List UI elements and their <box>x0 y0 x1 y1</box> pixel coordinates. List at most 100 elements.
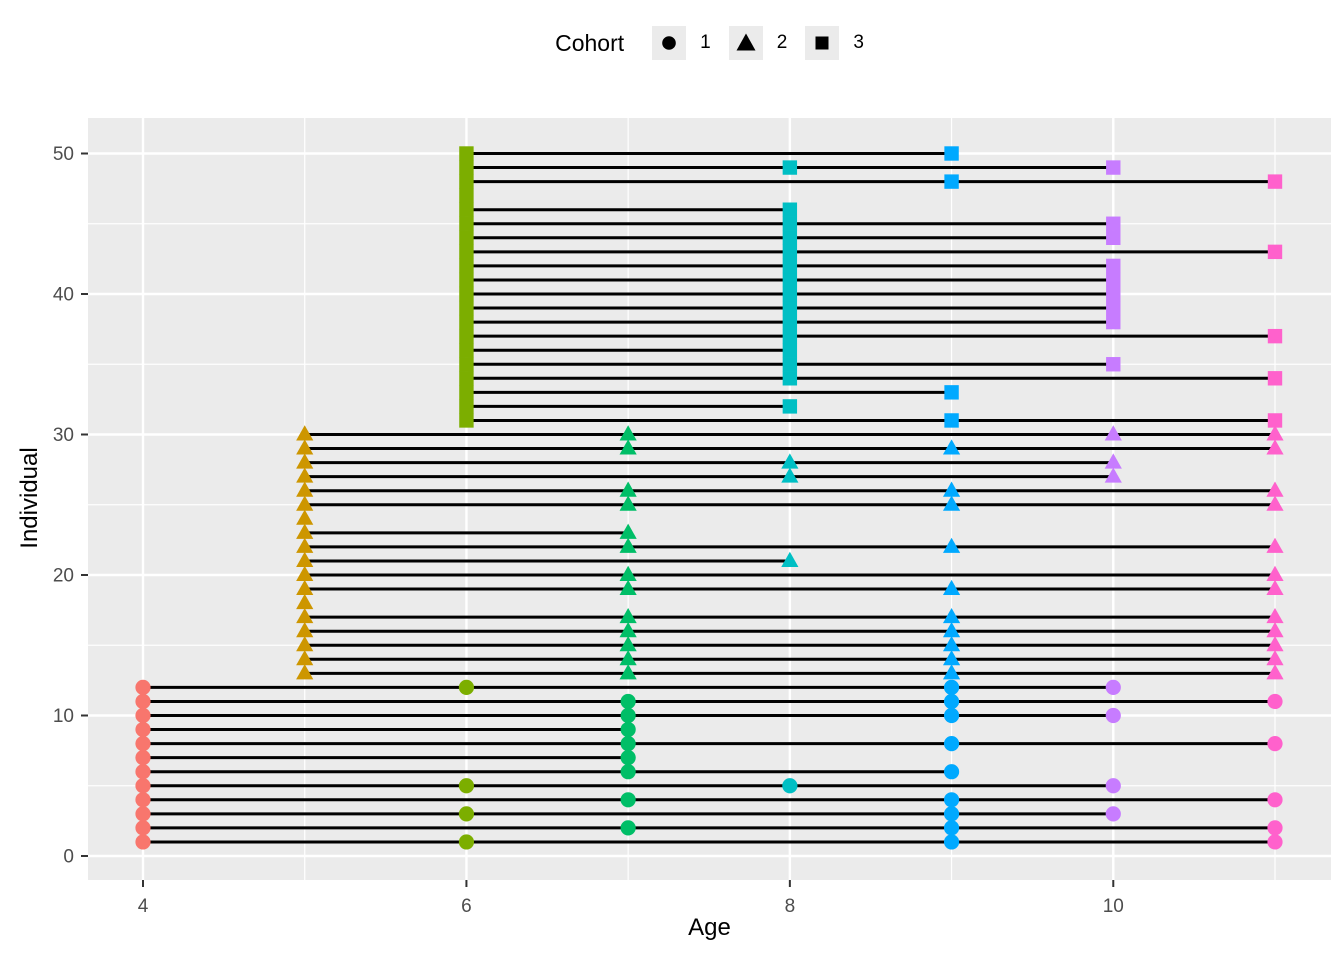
marker-circle-ind7-age7 <box>620 750 636 766</box>
marker-triangle-ind19-age11 <box>1266 579 1284 596</box>
marker-triangle-ind18-age5 <box>296 593 314 610</box>
panel-background <box>88 118 1331 880</box>
marker-square-ind43-age8 <box>782 244 798 260</box>
marker-square-ind42-age8 <box>782 258 798 274</box>
marker-circle-ind3-age6 <box>458 806 475 822</box>
marker-square-ind41-age6 <box>459 272 474 288</box>
marker-circle-ind11-age11 <box>1267 693 1283 710</box>
marker-circle-ind6-age7 <box>620 764 636 780</box>
legend-title: Cohort <box>555 29 625 56</box>
marker-square-ind43-age6 <box>459 244 474 260</box>
marker-circle-ind2-age9 <box>943 820 960 836</box>
marker-triangle-ind13-age7 <box>619 664 637 680</box>
marker-triangle-ind28-age8 <box>781 453 799 469</box>
x-axis-title: Age <box>688 914 731 941</box>
marker-circle-ind3-age9 <box>943 806 960 822</box>
marker-square-ind44-age6 <box>459 230 474 245</box>
marker-triangle-ind24-age5 <box>296 509 314 525</box>
marker-square-ind37-age6 <box>459 328 474 344</box>
marker-square-ind47-age6 <box>459 188 474 203</box>
marker-triangle-ind16-age9 <box>942 622 961 638</box>
marker-square-ind35-age10 <box>1106 357 1121 372</box>
marker-square-ind46-age8 <box>782 202 798 217</box>
marker-circle-ind5-age6 <box>458 778 475 794</box>
square-icon <box>815 36 829 50</box>
marker-triangle-ind25-age11 <box>1266 495 1284 511</box>
marker-square-ind50-age6 <box>459 146 474 161</box>
marker-triangle-ind22-age5 <box>296 537 314 553</box>
marker-square-ind48-age6 <box>459 174 474 189</box>
y-axis-title: Individual <box>16 447 43 549</box>
marker-square-ind49-age8 <box>782 160 798 175</box>
marker-square-ind44-age8 <box>782 230 798 245</box>
marker-square-ind41-age10 <box>1106 272 1121 288</box>
legend-marker-triangle <box>736 33 756 51</box>
marker-triangle-ind23-age5 <box>296 523 314 539</box>
marker-square-ind31-age9 <box>944 413 959 428</box>
marker-square-ind44-age10 <box>1106 230 1121 245</box>
marker-circle-ind9-age4 <box>135 721 151 738</box>
marker-square-ind45-age6 <box>459 216 474 231</box>
x-tick-label-4: 4 <box>138 896 149 917</box>
marker-circle-ind8-age7 <box>620 736 636 752</box>
marker-triangle-ind17-age9 <box>942 607 961 624</box>
marker-square-ind35-age6 <box>459 357 474 372</box>
marker-square-ind38-age8 <box>782 314 798 330</box>
marker-triangle-ind30-age10 <box>1104 425 1122 441</box>
legend-key-triangle <box>728 26 763 60</box>
marker-triangle-ind25-age5 <box>296 495 314 511</box>
marker-circle-ind2-age11 <box>1267 820 1283 836</box>
marker-triangle-ind15-age11 <box>1266 636 1284 652</box>
marker-triangle-ind16-age7 <box>619 622 637 638</box>
marker-triangle-ind25-age7 <box>619 495 637 511</box>
marker-square-ind36-age6 <box>459 343 474 358</box>
marker-triangle-ind30-age11 <box>1266 425 1284 441</box>
marker-triangle-ind26-age9 <box>942 481 961 497</box>
marker-circle-ind2-age7 <box>620 820 636 836</box>
marker-circle-ind5-age4 <box>135 778 151 794</box>
marker-triangle-ind19-age7 <box>619 579 637 596</box>
marker-square-ind40-age10 <box>1106 286 1121 302</box>
marker-triangle-ind29-age7 <box>619 439 637 455</box>
marker-triangle-ind17-age5 <box>296 607 314 624</box>
legend-entry-cohort-1: 1 <box>634 26 711 60</box>
marker-triangle-ind27-age5 <box>296 467 314 483</box>
marker-circle-ind1-age6 <box>458 834 475 850</box>
marker-triangle-ind19-age9 <box>942 579 961 596</box>
marker-triangle-ind26-age5 <box>296 481 314 497</box>
marker-triangle-ind30-age7 <box>619 425 637 441</box>
marker-circle-ind8-age4 <box>135 736 151 752</box>
marker-circle-ind6-age9 <box>943 764 960 780</box>
marker-circle-ind1-age9 <box>943 834 960 850</box>
marker-circle-ind5-age8 <box>782 778 798 794</box>
legend-key-circle <box>652 26 687 60</box>
marker-triangle-ind22-age9 <box>942 537 961 553</box>
marker-square-ind50-age9 <box>944 146 959 161</box>
marker-square-ind34-age11 <box>1267 371 1283 386</box>
marker-square-ind32-age6 <box>459 399 474 414</box>
marker-triangle-ind21-age8 <box>781 551 799 567</box>
marker-circle-ind6-age4 <box>135 764 151 780</box>
x-tick-label-8: 8 <box>785 896 796 917</box>
marker-circle-ind1-age4 <box>135 834 151 850</box>
legend-key-square <box>805 26 840 60</box>
marker-circle-ind10-age9 <box>943 707 960 724</box>
legend-marker-square <box>815 36 829 50</box>
marker-circle-ind10-age7 <box>620 707 636 724</box>
marker-square-ind37-age11 <box>1267 328 1283 344</box>
y-tick-label-30: 30 <box>53 425 74 446</box>
y-tick-label-10: 10 <box>53 706 74 727</box>
marker-circle-ind9-age7 <box>620 721 636 738</box>
marker-triangle-ind13-age11 <box>1266 664 1284 680</box>
marker-triangle-ind14-age9 <box>942 650 961 666</box>
marker-triangle-ind26-age7 <box>619 481 637 497</box>
marker-triangle-ind27-age10 <box>1104 467 1122 483</box>
marker-square-ind31-age6 <box>459 413 474 428</box>
marker-triangle-ind28-age10 <box>1104 453 1122 469</box>
marker-square-ind48-age11 <box>1267 174 1283 189</box>
marker-square-ind41-age8 <box>782 272 798 288</box>
marker-square-ind32-age8 <box>782 399 798 414</box>
marker-circle-ind4-age7 <box>620 792 636 808</box>
